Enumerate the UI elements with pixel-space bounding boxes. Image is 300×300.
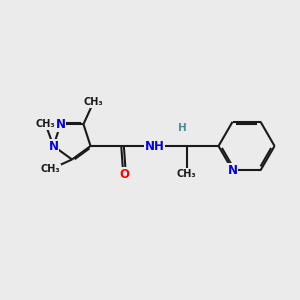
Text: NH: NH (145, 140, 164, 152)
Text: N: N (227, 164, 238, 177)
Text: CH₃: CH₃ (36, 119, 55, 129)
Text: N: N (49, 140, 58, 152)
Text: O: O (119, 167, 130, 181)
Text: CH₃: CH₃ (177, 169, 196, 179)
Text: H: H (178, 123, 187, 133)
Text: CH₃: CH₃ (40, 164, 60, 175)
Text: CH₃: CH₃ (84, 97, 103, 107)
Text: N: N (56, 118, 65, 131)
